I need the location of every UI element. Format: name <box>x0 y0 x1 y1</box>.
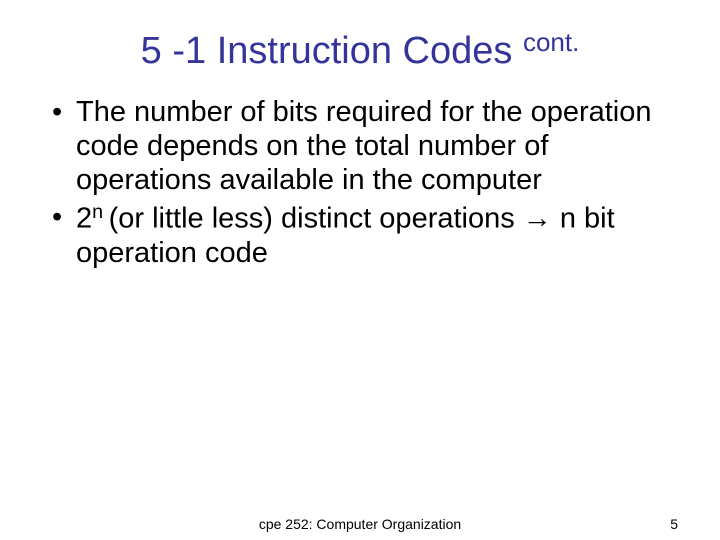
title-main: 5 -1 Instruction Codes <box>141 30 523 72</box>
bullet-superscript: n <box>92 201 108 223</box>
bullet-item: 2n (or little less) distinct operations … <box>52 200 680 270</box>
bullet-item: The number of bits required for the oper… <box>52 95 680 198</box>
bullet-list: The number of bits required for the oper… <box>40 95 680 270</box>
bullet-text: The number of bits required for the oper… <box>76 96 652 196</box>
slide: 5 -1 Instruction Codes cont. The number … <box>0 0 720 540</box>
footer-page-number: 5 <box>670 516 678 532</box>
slide-title: 5 -1 Instruction Codes cont. <box>40 30 680 73</box>
bullet-post: (or little less) distinct operations <box>109 202 523 234</box>
footer-center: cpe 252: Computer Organization <box>259 516 461 532</box>
title-superscript: cont. <box>523 27 579 57</box>
arrow-icon: → <box>523 202 552 234</box>
bullet-pre: 2 <box>76 202 92 234</box>
